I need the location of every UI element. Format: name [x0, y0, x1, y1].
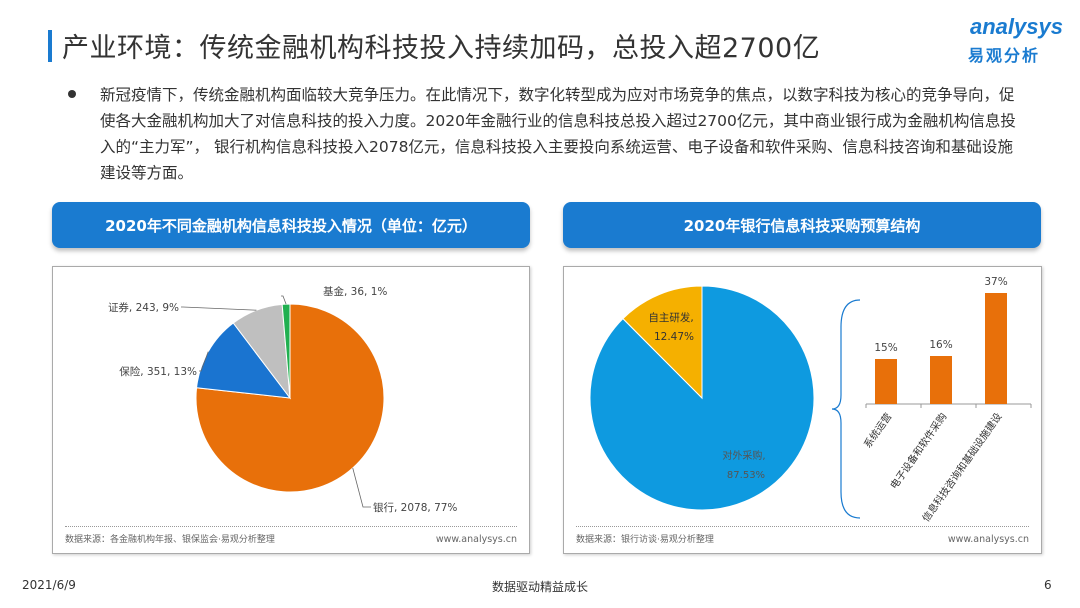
pie-label: 银行, 2078, 77%: [373, 501, 457, 514]
bar-category-label: 电子设备和软件采购: [887, 410, 949, 491]
footer-slogan: 数据驱动精益成长: [491, 580, 588, 594]
source-note: 数据来源：银行访谈·易观分析整理: [576, 535, 714, 545]
divider: [576, 526, 1029, 527]
pie-label-value: 87.53%: [727, 470, 765, 481]
analysys-logo: analysys 易观分析: [948, 14, 1063, 70]
page-number: 6: [1044, 578, 1052, 592]
brace-connector: [831, 299, 861, 519]
pie-label-name: 对外采购,: [722, 449, 765, 462]
bullet-icon: [68, 90, 76, 98]
bar: [875, 359, 897, 404]
website: www.analysys.cn: [435, 534, 517, 545]
bar-category-label: 系统运营: [861, 410, 895, 450]
pie-label: 证券, 243, 9%: [108, 301, 179, 314]
bar: [985, 293, 1007, 404]
leader-line: [181, 306, 257, 311]
pie-label: 基金, 36, 1%: [323, 285, 387, 298]
pie-label: 保险, 351, 13%: [119, 365, 197, 378]
bar-value-label: 15%: [874, 342, 897, 354]
divider: [65, 526, 517, 527]
pie-slice-1: [622, 285, 703, 400]
website: www.analysys.cn: [947, 534, 1029, 545]
bar-value-label: 16%: [929, 339, 952, 351]
bar-value-label: 37%: [984, 276, 1007, 288]
summary-paragraph: 新冠疫情下，传统金融机构面临较大竞争压力。在此情况下，数字化转型成为应对市场竞争…: [100, 86, 1016, 182]
pie-label-value: 12.47%: [654, 331, 694, 343]
left-chart-panel: 银行, 2078, 77% 保险, 351, 13% 证券, 243, 9% 基金, …: [52, 266, 530, 554]
pie-slice-0: [195, 303, 385, 493]
logo-text-en: analysys: [970, 14, 1063, 39]
left-panel-heading: 2020年不同金融机构信息科技投入情况（单位：亿元）: [52, 202, 530, 248]
leader-line: [352, 467, 371, 508]
title-accent-bar: [48, 30, 52, 62]
leader-line: [281, 295, 287, 305]
pie-label-name: 自主研发,: [648, 311, 693, 324]
right-chart-panel: 对外采购, 87.53% 自主研发, 12.47% 15% 系统运营 16% 电子设备和软件采…: [563, 266, 1042, 554]
logo-text-cn: 易观分析: [968, 46, 1041, 65]
procurement-chart: 对外采购, 87.53% 自主研发, 12.47% 15% 系统运营 16% 电子设备和软件采…: [589, 276, 1032, 524]
page-title: 产业环境：传统金融机构科技投入持续加码，总投入超2700亿: [62, 33, 821, 64]
right-panel-heading: 2020年银行信息科技采购预算结构: [563, 202, 1041, 248]
source-note: 数据来源：各金融机构年报、银保监会·易观分析整理: [65, 535, 275, 545]
footer-date: 2021/6/9: [22, 578, 76, 592]
leader-line: [199, 351, 209, 372]
bar: [930, 356, 952, 404]
institution-pie-chart: 银行, 2078, 77% 保险, 351, 13% 证券, 243, 9% 基金, …: [108, 285, 457, 514]
